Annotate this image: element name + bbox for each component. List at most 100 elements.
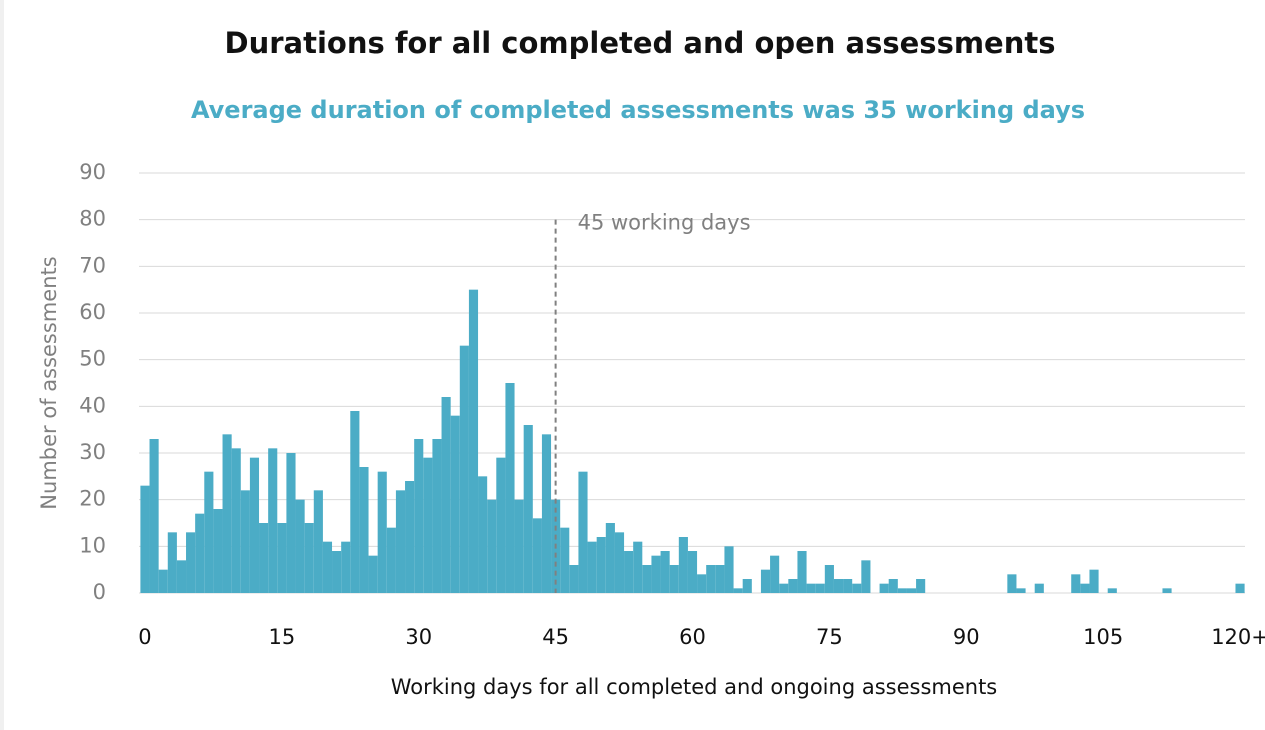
bar <box>386 527 396 593</box>
bar <box>514 499 524 593</box>
bar <box>140 485 150 593</box>
bar <box>176 560 187 593</box>
bar <box>733 588 743 593</box>
bar <box>1107 588 1117 593</box>
chart-title: Durations for all completed and open ass… <box>225 26 1056 60</box>
bar <box>605 523 615 593</box>
bar <box>332 551 342 593</box>
bar <box>614 532 625 593</box>
bar <box>441 397 451 593</box>
bar <box>405 481 415 593</box>
bar <box>779 583 789 593</box>
bar <box>259 523 269 593</box>
bar <box>167 532 177 593</box>
y-tick-label: 0 <box>93 580 106 604</box>
y-tick-label: 10 <box>79 533 106 557</box>
bar <box>879 583 889 593</box>
bar <box>1080 583 1090 593</box>
bar <box>815 583 825 593</box>
bar <box>1162 588 1172 593</box>
bar <box>505 383 515 593</box>
bar <box>669 565 679 593</box>
bar <box>697 574 707 593</box>
x-tick-label: 15 <box>268 625 295 649</box>
bar <box>724 546 734 593</box>
bar <box>806 583 816 593</box>
bar <box>560 527 570 593</box>
bar <box>797 551 807 593</box>
bar <box>660 551 670 593</box>
bar <box>222 434 232 593</box>
bar <box>450 415 460 593</box>
bar <box>268 448 278 593</box>
y-tick-label: 20 <box>79 487 106 511</box>
chart-subtitle: Average duration of completed assessment… <box>191 96 1085 124</box>
bar <box>843 579 853 593</box>
bar <box>706 565 716 593</box>
y-tick-label: 50 <box>79 347 106 371</box>
bar <box>523 425 533 593</box>
x-tick-label: 105 <box>1083 625 1123 649</box>
bar <box>468 289 479 593</box>
y-axis-label: Number of assessments <box>37 256 61 509</box>
bar <box>432 439 442 593</box>
bar <box>596 537 606 593</box>
bar <box>350 411 360 593</box>
bar <box>186 532 196 593</box>
bar <box>897 588 907 593</box>
bar <box>916 579 926 593</box>
y-tick-label: 80 <box>79 207 106 231</box>
bar <box>1007 574 1017 593</box>
bar <box>788 579 798 593</box>
bar <box>1235 583 1245 593</box>
bar <box>1034 583 1044 593</box>
bar <box>158 569 168 593</box>
bar <box>359 467 369 593</box>
bar <box>304 523 314 593</box>
x-tick-label: 60 <box>679 625 706 649</box>
edge <box>0 0 4 730</box>
bar <box>569 565 579 593</box>
y-tick-label: 60 <box>79 300 106 324</box>
bar <box>906 588 917 593</box>
x-tick-label: 45 <box>542 625 569 649</box>
bar <box>760 569 771 593</box>
bar <box>149 439 159 593</box>
bar <box>1089 569 1099 593</box>
bar <box>578 471 588 593</box>
bar <box>833 579 844 593</box>
x-axis-label: Working days for all completed and ongoi… <box>391 675 998 699</box>
y-tick-label: 90 <box>79 160 106 184</box>
bar <box>295 499 305 593</box>
x-tick-label: 0 <box>138 625 151 649</box>
bar <box>541 434 552 593</box>
bar <box>651 555 661 593</box>
y-tick-label: 30 <box>79 440 106 464</box>
bar <box>277 523 287 593</box>
bar <box>249 457 260 593</box>
bar <box>478 476 488 593</box>
bar <box>204 471 214 593</box>
bar <box>642 565 652 593</box>
bar <box>487 499 497 593</box>
bar <box>624 551 634 593</box>
x-tick-label: 30 <box>405 625 432 649</box>
annotation: 45 working days <box>578 211 751 235</box>
bar <box>423 457 433 593</box>
bar <box>341 541 351 593</box>
bar <box>195 513 205 593</box>
bar <box>742 579 752 593</box>
bar <box>852 583 862 593</box>
bar <box>377 471 387 593</box>
bar <box>368 555 378 593</box>
bar <box>770 555 780 593</box>
bar <box>231 448 241 593</box>
bar <box>414 439 424 593</box>
bar <box>532 518 542 593</box>
bar <box>687 551 698 593</box>
y-tick-label: 70 <box>79 253 106 277</box>
bar <box>459 345 469 593</box>
bar <box>313 490 323 593</box>
x-tick-label: 90 <box>953 625 980 649</box>
